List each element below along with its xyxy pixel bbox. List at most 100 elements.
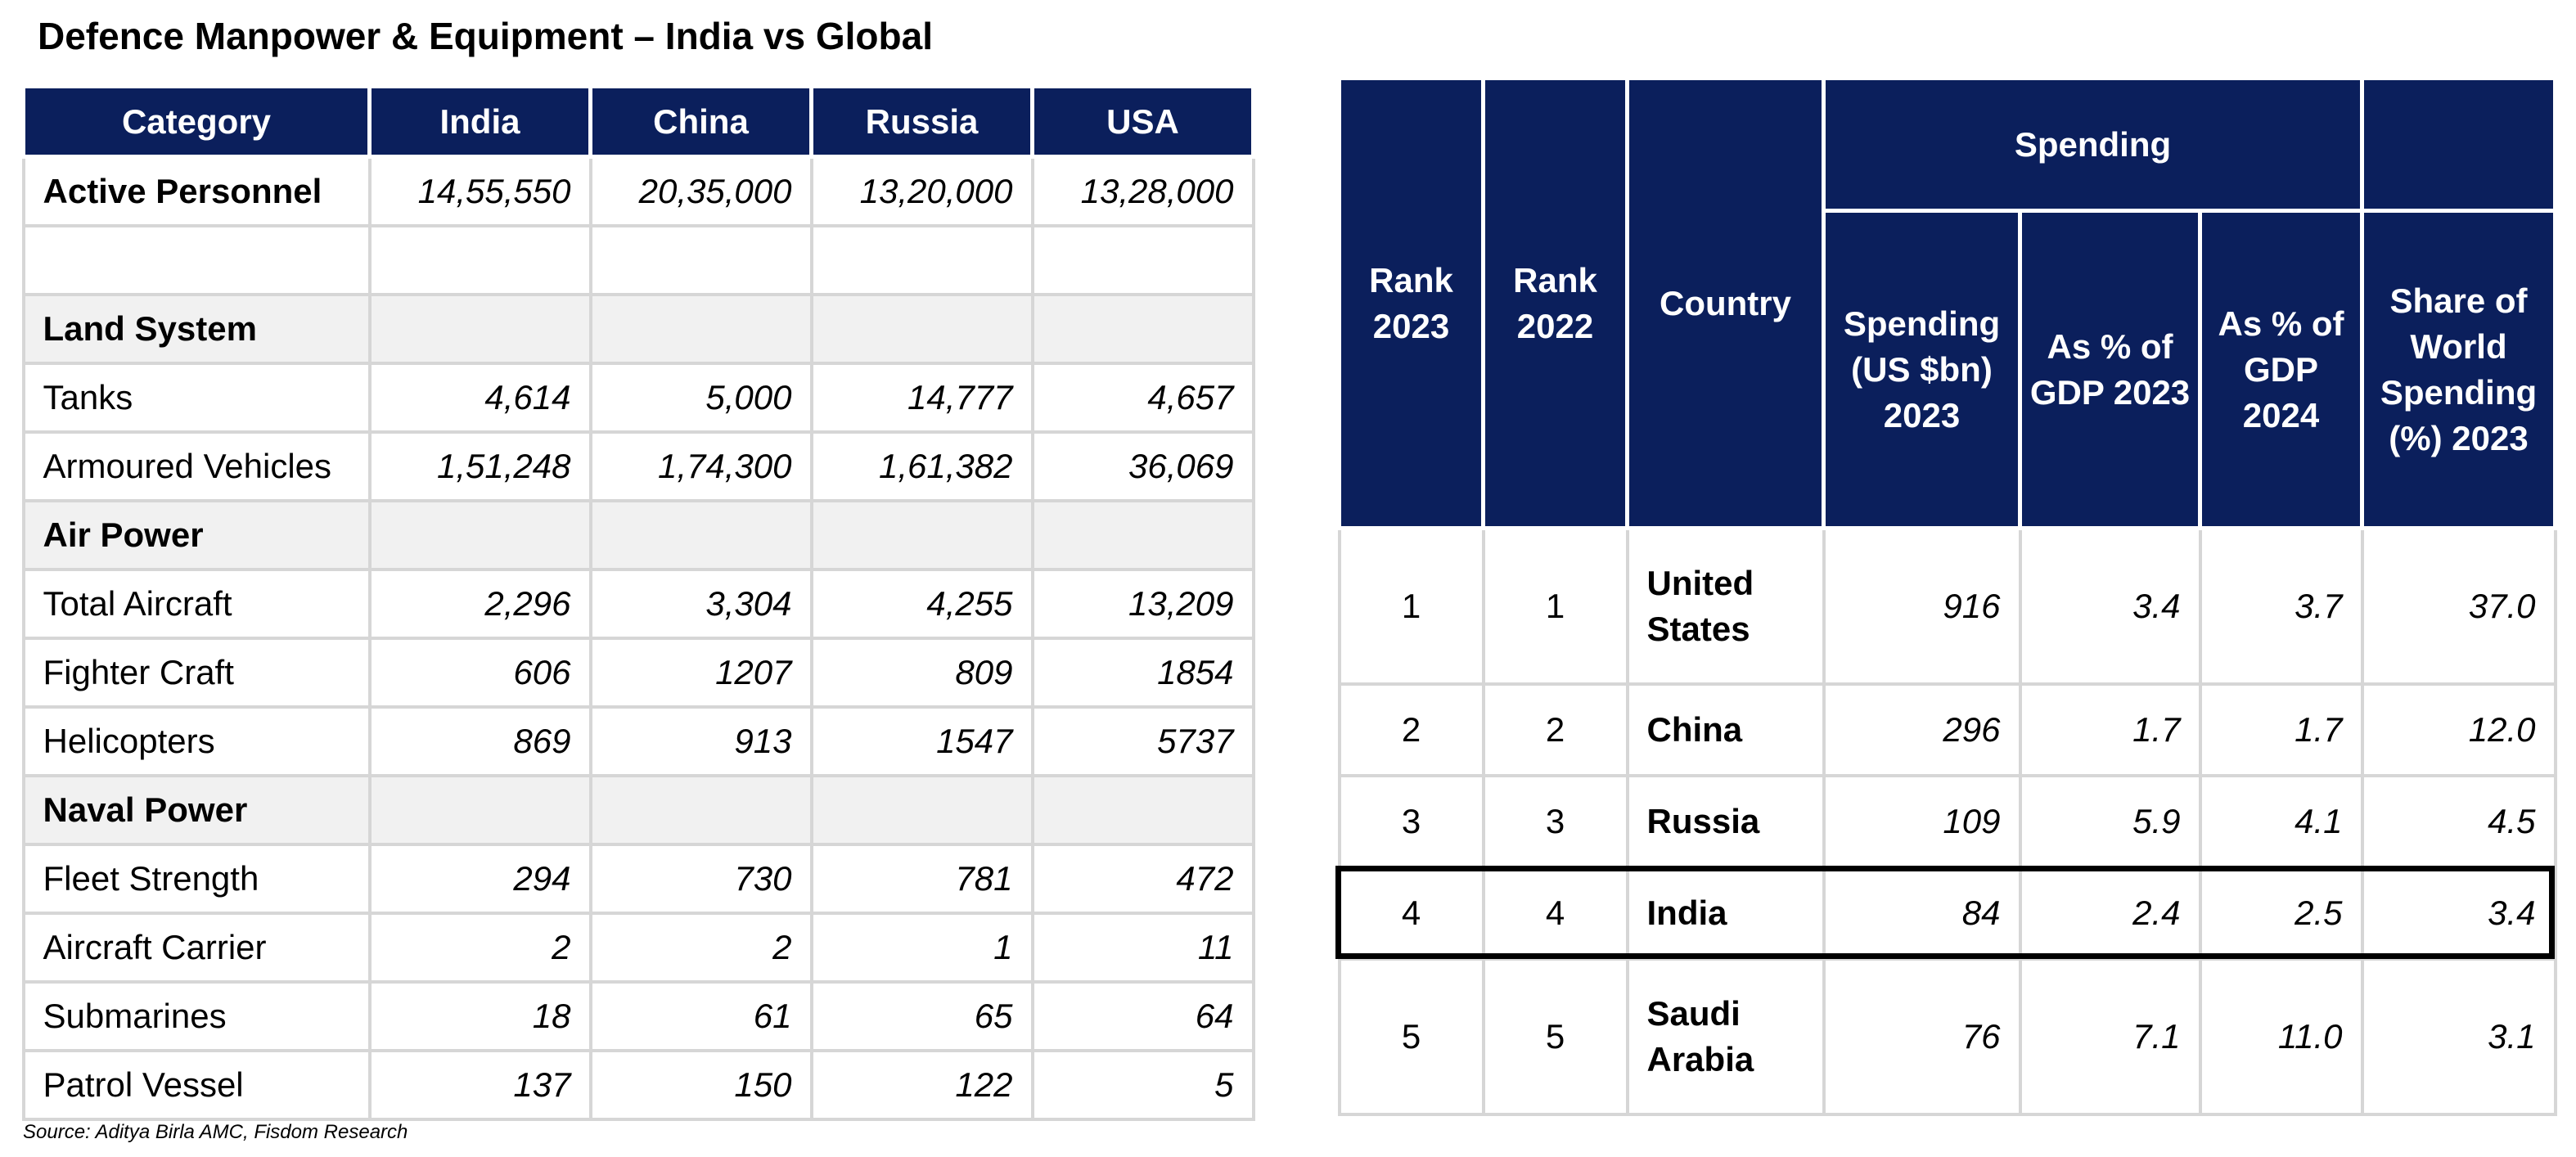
equipment-comparison-table: Category India China Russia USA Active P… bbox=[21, 84, 1255, 1121]
col-header-country: Country bbox=[1625, 76, 1826, 530]
cell-value: 2 bbox=[367, 911, 592, 984]
cell-world-share: 3.4 bbox=[2360, 865, 2557, 961]
cell-value: 11 bbox=[1030, 911, 1255, 984]
cell-value bbox=[367, 773, 592, 846]
cell-value: 14,777 bbox=[809, 361, 1034, 434]
cell-value: 1,51,248 bbox=[367, 430, 592, 502]
cell-spending: 109 bbox=[1822, 773, 2022, 869]
cell-value bbox=[367, 223, 592, 296]
cell-value: 1854 bbox=[1030, 636, 1255, 709]
cell-value: 809 bbox=[809, 636, 1034, 709]
table-header-row: Spending (US $bn) 2023 As % of GDP 2023 … bbox=[1340, 209, 2557, 530]
cell-value bbox=[809, 223, 1034, 296]
cell-value bbox=[1030, 773, 1255, 846]
cell-country: United States bbox=[1625, 526, 1826, 686]
cell-value bbox=[588, 223, 813, 296]
cell-value bbox=[809, 773, 1034, 846]
cell-value bbox=[1030, 292, 1255, 365]
cell-value bbox=[588, 773, 813, 846]
table-row: Active Personnel 14,55,550 20,35,000 13,… bbox=[21, 155, 1255, 227]
cell-rank-2022: 2 bbox=[1481, 682, 1629, 777]
table-row: Aircraft Carrier 2 2 1 11 bbox=[21, 911, 1255, 984]
col-header-spending-usd: Spending (US $bn) 2023 bbox=[1822, 209, 2022, 530]
row-label: Fleet Strength bbox=[21, 842, 372, 915]
cell-gdp-2024: 3.7 bbox=[2198, 526, 2364, 686]
cell-value: 13,20,000 bbox=[809, 155, 1034, 227]
cell-value: 14,55,550 bbox=[367, 155, 592, 227]
cell-value: 5737 bbox=[1030, 705, 1255, 777]
cell-country: China bbox=[1625, 682, 1826, 777]
cell-value: 65 bbox=[809, 979, 1034, 1052]
cell-spending: 84 bbox=[1822, 865, 2022, 961]
cell-value: 150 bbox=[588, 1048, 813, 1121]
section-label: Naval Power bbox=[21, 773, 372, 846]
cell-value bbox=[1030, 498, 1255, 571]
col-header-usa: USA bbox=[1030, 84, 1255, 159]
col-header-rank-2022: Rank 2022 bbox=[1481, 76, 1629, 530]
cell-value: 781 bbox=[809, 842, 1034, 915]
section-row: Land System bbox=[21, 292, 1255, 365]
row-label: Total Aircraft bbox=[21, 567, 372, 640]
table-row: 3 3 Russia 109 5.9 4.1 4.5 bbox=[1337, 773, 2557, 869]
cell-rank-2022: 1 bbox=[1481, 526, 1629, 686]
cell-value: 18 bbox=[367, 979, 592, 1052]
cell-spending: 76 bbox=[1822, 957, 2022, 1116]
cell-gdp-2024: 4.1 bbox=[2198, 773, 2364, 869]
cell-gdp-2023: 3.4 bbox=[2018, 526, 2202, 686]
cell-value: 5 bbox=[1030, 1048, 1255, 1121]
cell-world-share: 37.0 bbox=[2360, 526, 2557, 686]
source-note: Source: Aditya Birla AMC, Fisdom Researc… bbox=[23, 1121, 408, 1143]
cell-value bbox=[1030, 223, 1255, 296]
cell-value: 122 bbox=[809, 1048, 1034, 1121]
cell-gdp-2023: 5.9 bbox=[2018, 773, 2202, 869]
page-title: Defence Manpower & Equipment – India vs … bbox=[38, 15, 933, 57]
cell-world-share: 4.5 bbox=[2360, 773, 2557, 869]
row-label: Armoured Vehicles bbox=[21, 430, 372, 502]
cell-gdp-2024: 2.5 bbox=[2198, 865, 2364, 961]
cell-value: 1547 bbox=[809, 705, 1034, 777]
cell-rank-2023: 3 bbox=[1337, 773, 1485, 869]
cell-spending: 296 bbox=[1822, 682, 2022, 777]
table-row: Fleet Strength 294 730 781 472 bbox=[21, 842, 1255, 915]
table-row: 2 2 China 296 1.7 1.7 12.0 bbox=[1337, 682, 2557, 777]
section-label: Land System bbox=[21, 292, 372, 365]
table-header-row: Category India China Russia USA bbox=[21, 84, 1255, 159]
table-row: Fighter Craft 606 1207 809 1854 bbox=[21, 636, 1255, 709]
cell-value: 1,74,300 bbox=[588, 430, 813, 502]
cell-value bbox=[588, 498, 813, 571]
table-row: Armoured Vehicles 1,51,248 1,74,300 1,61… bbox=[21, 430, 1255, 502]
row-label: Submarines bbox=[21, 979, 372, 1052]
cell-gdp-2023: 1.7 bbox=[2018, 682, 2202, 777]
cell-country: Russia bbox=[1625, 773, 1826, 869]
cell-value: 913 bbox=[588, 705, 813, 777]
table-row-highlighted: 4 4 India 84 2.4 2.5 3.4 bbox=[1337, 865, 2557, 961]
table-row: 5 5 Saudi Arabia 76 7.1 11.0 3.1 bbox=[1337, 957, 2557, 1116]
cell-value: 1,61,382 bbox=[809, 430, 1034, 502]
col-header-world-share: Share of World Spending (%) 2023 bbox=[2360, 209, 2557, 530]
cell-value bbox=[588, 292, 813, 365]
cell-value: 1207 bbox=[588, 636, 813, 709]
row-label: Tanks bbox=[21, 361, 372, 434]
col-header-india: India bbox=[367, 84, 592, 159]
cell-rank-2023: 5 bbox=[1337, 957, 1485, 1116]
table-row: Tanks 4,614 5,000 14,777 4,657 bbox=[21, 361, 1255, 434]
col-header-gdp-2023: As % of GDP 2023 bbox=[2018, 209, 2202, 530]
row-label: Active Personnel bbox=[21, 155, 372, 227]
col-header-gdp-2024: As % of GDP 2024 bbox=[2198, 209, 2364, 530]
cell-value: 2,296 bbox=[367, 567, 592, 640]
cell-spending: 916 bbox=[1822, 526, 2022, 686]
cell-rank-2023: 1 bbox=[1337, 526, 1485, 686]
table-row: Submarines 18 61 65 64 bbox=[21, 979, 1255, 1052]
row-label: Helicopters bbox=[21, 705, 372, 777]
col-header-rank-2023: Rank 2023 bbox=[1337, 76, 1485, 530]
section-row: Air Power bbox=[21, 498, 1255, 571]
cell-country: India bbox=[1625, 865, 1826, 961]
col-header-spending-group: Spending bbox=[1822, 76, 2364, 213]
cell-value: 5,000 bbox=[588, 361, 813, 434]
cell-value: 1 bbox=[809, 911, 1034, 984]
cell-gdp-2023: 7.1 bbox=[2018, 957, 2202, 1116]
section-label: Air Power bbox=[21, 498, 372, 571]
defence-spending-table: Rank 2023 Rank 2022 Country Spending Spe… bbox=[1337, 76, 2557, 1116]
col-header-russia: Russia bbox=[809, 84, 1034, 159]
cell-value: 64 bbox=[1030, 979, 1255, 1052]
